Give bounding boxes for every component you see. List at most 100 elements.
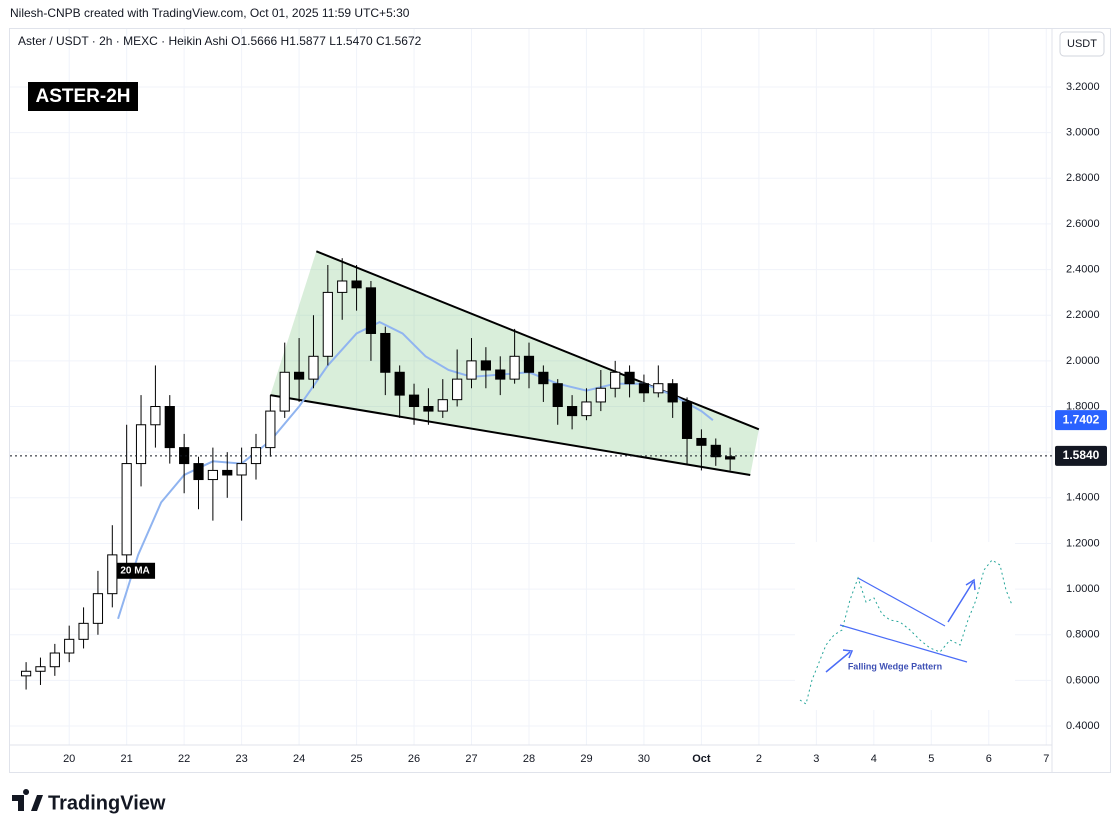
x-tick-label: 20 xyxy=(63,753,75,765)
x-tick-label: 2 xyxy=(756,753,762,765)
y-tick-label: 1.2000 xyxy=(1066,537,1100,549)
candle-body xyxy=(552,383,563,408)
inset-wedge-upper xyxy=(857,577,946,627)
ma-price-label: 1.7402 xyxy=(1063,412,1100,426)
candle-body xyxy=(653,383,664,394)
candle-body xyxy=(107,554,118,595)
candle-body xyxy=(423,406,434,412)
candle-body xyxy=(207,469,218,481)
candle-body xyxy=(64,638,75,654)
x-tick-label: 30 xyxy=(638,753,650,765)
x-tick-label: 21 xyxy=(121,753,133,765)
candle-body xyxy=(610,371,621,389)
candle-body xyxy=(538,371,549,385)
candle-body xyxy=(322,291,333,357)
candle-body xyxy=(351,280,362,289)
y-tick-label: 1.0000 xyxy=(1066,583,1100,595)
y-tick-label: 0.8000 xyxy=(1066,629,1100,641)
candle-body xyxy=(222,469,233,476)
candle-body xyxy=(394,371,405,396)
candle-body xyxy=(337,280,348,293)
candle-body xyxy=(179,447,190,465)
currency-button[interactable] xyxy=(1059,31,1105,57)
candle-body xyxy=(696,437,707,446)
candle-body xyxy=(595,387,606,403)
candle-body xyxy=(308,355,319,380)
candle-body xyxy=(509,355,520,380)
x-tick-label: 23 xyxy=(235,753,247,765)
candle-body xyxy=(638,383,650,394)
candle-body xyxy=(725,456,736,460)
candle-body xyxy=(365,287,377,334)
candle-body xyxy=(164,406,175,449)
x-tick-label: 3 xyxy=(813,753,819,765)
x-tick-label: Oct xyxy=(692,753,711,765)
candle-body xyxy=(279,371,290,412)
brand: TradingView xyxy=(48,792,166,814)
ma-price-box xyxy=(1055,410,1107,431)
x-tick-label: 27 xyxy=(465,753,477,765)
candle-body xyxy=(480,360,491,371)
candle-body xyxy=(624,371,635,385)
inset: Falling Wedge Pattern xyxy=(795,542,1015,710)
y-tick-label: 0.4000 xyxy=(1066,720,1100,732)
inset-arrow xyxy=(825,649,854,673)
candle-body xyxy=(121,463,132,556)
candle-body xyxy=(150,406,161,426)
candle-body xyxy=(437,399,448,412)
chart-title: ASTER-2H xyxy=(35,86,130,107)
x-tick-label: 25 xyxy=(350,753,362,765)
candle-body xyxy=(236,463,247,476)
symbol-line: Aster / USDT · 2h · MEXC · Heikin Ashi O… xyxy=(18,34,422,48)
x-tick-label: 4 xyxy=(871,753,877,765)
candle-body xyxy=(523,355,535,373)
brand-logo xyxy=(12,789,43,811)
x-tick-label: 26 xyxy=(408,753,420,765)
chart-frame xyxy=(9,28,1111,773)
y-tick-label: 2.4000 xyxy=(1066,263,1100,275)
candle-body xyxy=(566,406,578,417)
candle-body xyxy=(466,360,477,380)
candle-body xyxy=(681,401,693,439)
credit: Nilesh-CNPB created with TradingView.com… xyxy=(10,6,410,20)
currency[interactable]: USDT xyxy=(1067,38,1097,50)
candle-body xyxy=(452,378,463,401)
inset-wedge-lower xyxy=(839,624,968,663)
plot: 20 MA xyxy=(10,258,1052,690)
candle-body xyxy=(20,670,32,677)
wedge-upper xyxy=(315,250,760,431)
candle-body xyxy=(265,410,276,449)
inset-arrow xyxy=(947,578,976,623)
title-box xyxy=(28,82,138,111)
wedge-lower xyxy=(270,394,751,476)
candle-body xyxy=(581,401,592,417)
candle-body xyxy=(49,652,60,668)
y-tick-label: 2.8000 xyxy=(1066,172,1100,184)
candle-body xyxy=(92,593,104,624)
y-tick-label: 2.2000 xyxy=(1066,309,1100,321)
y-tick-label: 3.0000 xyxy=(1066,127,1100,139)
y-tick-label: 1.4000 xyxy=(1066,492,1100,504)
candle-body xyxy=(135,424,147,465)
candle-body xyxy=(193,463,204,481)
y-tick-label: 2.0000 xyxy=(1066,355,1100,367)
candle-body xyxy=(408,394,420,408)
x-tick-label: 6 xyxy=(986,753,992,765)
ma-label: 20 MA xyxy=(120,565,149,576)
last-price-box xyxy=(1055,445,1107,466)
x-tick-label: 22 xyxy=(178,753,190,765)
x-tick-label: 28 xyxy=(523,753,535,765)
ma-label-box xyxy=(115,562,156,579)
candle-body xyxy=(380,332,391,373)
candle-body xyxy=(667,383,678,403)
candle-body xyxy=(495,369,506,380)
y-tick-label: 0.6000 xyxy=(1066,674,1100,686)
y-tick-label: 2.6000 xyxy=(1066,218,1100,230)
inset-label: Falling Wedge Pattern xyxy=(848,661,942,671)
y-tick-label: 3.2000 xyxy=(1066,81,1100,93)
candle-body xyxy=(710,444,721,458)
candle-body xyxy=(78,622,89,640)
y-tick-label: 1.8000 xyxy=(1066,400,1100,412)
